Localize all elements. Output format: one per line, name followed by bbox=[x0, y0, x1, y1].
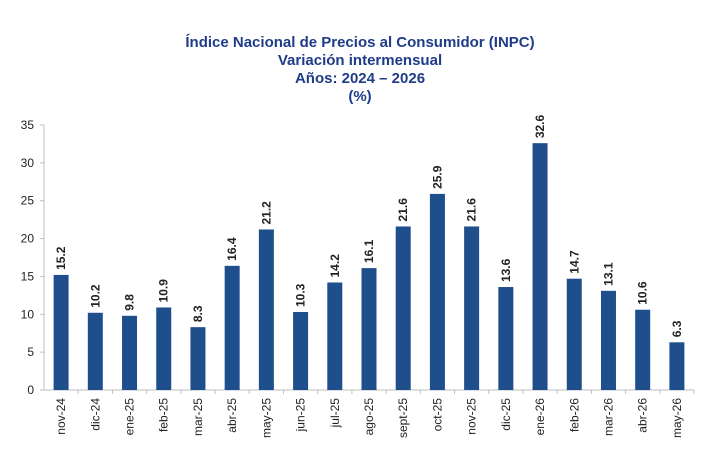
bar bbox=[429, 193, 445, 390]
data-label: 21.2 bbox=[259, 201, 273, 225]
bar bbox=[156, 307, 172, 390]
data-label: 10.6 bbox=[636, 281, 650, 305]
y-tick-label: 0 bbox=[27, 383, 34, 397]
y-tick-label: 30 bbox=[21, 156, 35, 170]
data-label: 10.9 bbox=[157, 279, 171, 303]
x-tick-label: ago-25 bbox=[362, 398, 376, 436]
x-tick-label: feb-26 bbox=[567, 398, 581, 432]
x-tick-label: nov-24 bbox=[54, 398, 68, 435]
bar bbox=[600, 290, 616, 390]
x-tick-label: nov-25 bbox=[465, 398, 479, 435]
data-label: 6.3 bbox=[670, 320, 684, 337]
bar bbox=[498, 287, 514, 390]
chart-subtitle: Variación intermensual bbox=[277, 52, 443, 69]
bar bbox=[190, 327, 206, 390]
bar bbox=[327, 282, 343, 390]
x-tick-label: oct-25 bbox=[430, 398, 444, 432]
data-label: 9.8 bbox=[123, 294, 137, 311]
x-tick-label: mar-26 bbox=[601, 398, 615, 436]
x-tick-label: abr-25 bbox=[225, 398, 239, 433]
x-tick-label: mar-25 bbox=[191, 398, 205, 436]
data-label: 32.6 bbox=[533, 114, 547, 138]
y-tick-label: 15 bbox=[21, 269, 35, 283]
data-label: 16.4 bbox=[225, 237, 239, 261]
x-tick-label: jul-25 bbox=[328, 398, 342, 429]
data-label: 15.2 bbox=[54, 246, 68, 270]
data-label: 25.9 bbox=[430, 165, 444, 189]
x-tick-label: may-26 bbox=[670, 398, 684, 438]
bar bbox=[669, 342, 685, 390]
bar bbox=[87, 312, 103, 390]
bar bbox=[122, 315, 138, 390]
data-label: 21.6 bbox=[396, 198, 410, 222]
y-tick-label: 25 bbox=[21, 194, 35, 208]
chart-years: Años: 2024 – 2026 bbox=[294, 70, 426, 87]
data-label: 14.7 bbox=[567, 250, 581, 274]
data-label: 13.6 bbox=[499, 258, 513, 282]
bar bbox=[224, 265, 240, 390]
bar bbox=[53, 274, 69, 390]
bar bbox=[258, 229, 274, 390]
data-label: 10.2 bbox=[88, 284, 102, 308]
bar bbox=[635, 309, 651, 390]
y-tick-label: 5 bbox=[27, 345, 34, 359]
x-tick-label: abr-26 bbox=[636, 398, 650, 433]
y-tick-label: 10 bbox=[21, 307, 35, 321]
data-label: 13.1 bbox=[601, 262, 615, 286]
data-label: 16.1 bbox=[362, 239, 376, 263]
y-tick-label: 20 bbox=[21, 232, 35, 246]
x-tick-label: dic-24 bbox=[88, 398, 102, 431]
x-tick-label: ene-25 bbox=[123, 398, 137, 436]
data-label: 8.3 bbox=[191, 305, 205, 322]
bar bbox=[532, 143, 548, 390]
bar bbox=[566, 278, 582, 390]
bar bbox=[395, 226, 411, 390]
x-tick-label: may-25 bbox=[259, 398, 273, 438]
data-label: 21.6 bbox=[465, 198, 479, 222]
bar bbox=[293, 312, 309, 390]
bar bbox=[361, 268, 377, 390]
x-tick-label: feb-25 bbox=[157, 398, 171, 432]
chart-unit: (%) bbox=[348, 88, 372, 105]
chart-title-block: Índice Nacional de Precios al Consumidor… bbox=[0, 34, 720, 106]
y-tick-label: 35 bbox=[21, 118, 35, 132]
bar bbox=[464, 226, 480, 390]
chart-title: Índice Nacional de Precios al Consumidor… bbox=[185, 34, 535, 51]
x-tick-label: sept-25 bbox=[396, 398, 410, 438]
x-tick-label: ene-26 bbox=[533, 398, 547, 436]
x-tick-label: dic-25 bbox=[499, 398, 513, 431]
data-label: 10.3 bbox=[294, 283, 308, 307]
x-tick-label: jun-25 bbox=[294, 398, 308, 433]
data-label: 14.2 bbox=[328, 254, 342, 278]
